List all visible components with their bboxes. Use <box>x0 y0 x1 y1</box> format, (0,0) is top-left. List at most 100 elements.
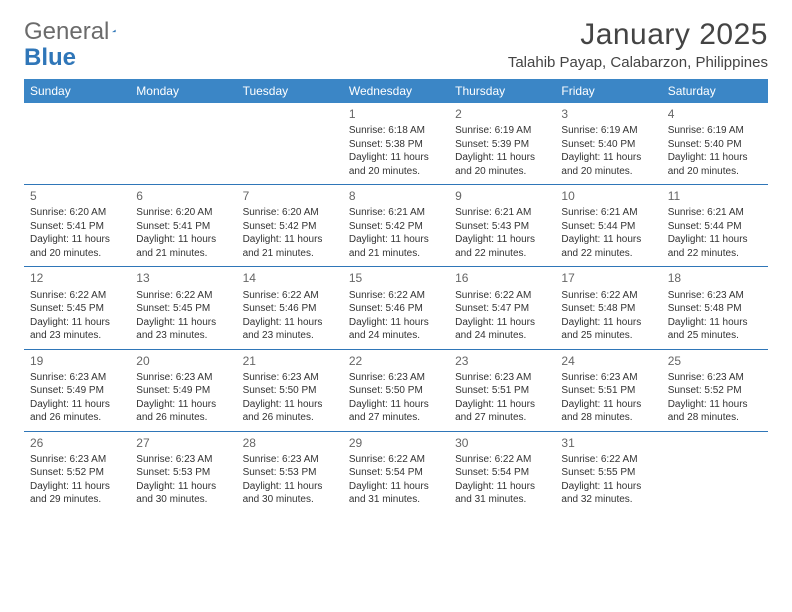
sunset-line: Sunset: 5:50 PM <box>243 384 337 398</box>
sunrise-line: Sunrise: 6:23 AM <box>30 371 124 385</box>
brand-logo: General <box>24 18 134 46</box>
calendar-row: 5Sunrise: 6:20 AMSunset: 5:41 PMDaylight… <box>24 185 768 267</box>
daylight-line: Daylight: 11 hours and 29 minutes. <box>30 480 124 507</box>
daylight-line: Daylight: 11 hours and 25 minutes. <box>561 316 655 343</box>
day-number: 28 <box>243 435 337 451</box>
calendar-cell: 24Sunrise: 6:23 AMSunset: 5:51 PMDayligh… <box>555 349 661 431</box>
day-number: 25 <box>668 353 762 369</box>
calendar-cell-empty <box>130 103 236 185</box>
daylight-line: Daylight: 11 hours and 30 minutes. <box>243 480 337 507</box>
day-number: 17 <box>561 270 655 286</box>
calendar-cell: 19Sunrise: 6:23 AMSunset: 5:49 PMDayligh… <box>24 349 130 431</box>
sunset-line: Sunset: 5:50 PM <box>349 384 443 398</box>
sunset-line: Sunset: 5:54 PM <box>349 466 443 480</box>
sunset-line: Sunset: 5:40 PM <box>561 138 655 152</box>
sunrise-line: Sunrise: 6:19 AM <box>455 124 549 138</box>
calendar-cell: 13Sunrise: 6:22 AMSunset: 5:45 PMDayligh… <box>130 267 236 349</box>
sunset-line: Sunset: 5:45 PM <box>136 302 230 316</box>
day-number: 18 <box>668 270 762 286</box>
sunrise-line: Sunrise: 6:23 AM <box>136 453 230 467</box>
calendar-cell: 27Sunrise: 6:23 AMSunset: 5:53 PMDayligh… <box>130 431 236 513</box>
daylight-line: Daylight: 11 hours and 28 minutes. <box>561 398 655 425</box>
day-number: 8 <box>349 188 443 204</box>
calendar-body: 1Sunrise: 6:18 AMSunset: 5:38 PMDaylight… <box>24 103 768 513</box>
sunset-line: Sunset: 5:46 PM <box>243 302 337 316</box>
day-number: 5 <box>30 188 124 204</box>
calendar-cell: 31Sunrise: 6:22 AMSunset: 5:55 PMDayligh… <box>555 431 661 513</box>
day-number: 22 <box>349 353 443 369</box>
sunset-line: Sunset: 5:41 PM <box>30 220 124 234</box>
calendar-cell: 28Sunrise: 6:23 AMSunset: 5:53 PMDayligh… <box>237 431 343 513</box>
day-header: Tuesday <box>237 79 343 103</box>
day-number: 13 <box>136 270 230 286</box>
day-number: 19 <box>30 353 124 369</box>
sunset-line: Sunset: 5:41 PM <box>136 220 230 234</box>
brand-part1: General <box>24 18 109 46</box>
sunrise-line: Sunrise: 6:19 AM <box>561 124 655 138</box>
daylight-line: Daylight: 11 hours and 24 minutes. <box>349 316 443 343</box>
sunrise-line: Sunrise: 6:23 AM <box>243 453 337 467</box>
sunrise-line: Sunrise: 6:22 AM <box>349 453 443 467</box>
sunrise-line: Sunrise: 6:22 AM <box>455 453 549 467</box>
daylight-line: Daylight: 11 hours and 26 minutes. <box>30 398 124 425</box>
daylight-line: Daylight: 11 hours and 21 minutes. <box>243 233 337 260</box>
sunrise-line: Sunrise: 6:22 AM <box>561 453 655 467</box>
sunrise-line: Sunrise: 6:20 AM <box>30 206 124 220</box>
daylight-line: Daylight: 11 hours and 31 minutes. <box>349 480 443 507</box>
sunset-line: Sunset: 5:53 PM <box>136 466 230 480</box>
calendar-cell: 5Sunrise: 6:20 AMSunset: 5:41 PMDaylight… <box>24 185 130 267</box>
daylight-line: Daylight: 11 hours and 22 minutes. <box>455 233 549 260</box>
sunset-line: Sunset: 5:48 PM <box>561 302 655 316</box>
daylight-line: Daylight: 11 hours and 23 minutes. <box>243 316 337 343</box>
title-block: January 2025 Talahib Payap, Calabarzon, … <box>508 18 768 71</box>
location: Talahib Payap, Calabarzon, Philippines <box>508 54 768 71</box>
calendar-cell: 2Sunrise: 6:19 AMSunset: 5:39 PMDaylight… <box>449 103 555 185</box>
daylight-line: Daylight: 11 hours and 26 minutes. <box>243 398 337 425</box>
sunset-line: Sunset: 5:43 PM <box>455 220 549 234</box>
sunrise-line: Sunrise: 6:21 AM <box>455 206 549 220</box>
day-number: 29 <box>349 435 443 451</box>
day-header: Wednesday <box>343 79 449 103</box>
day-number: 21 <box>243 353 337 369</box>
calendar-cell: 17Sunrise: 6:22 AMSunset: 5:48 PMDayligh… <box>555 267 661 349</box>
calendar-cell: 12Sunrise: 6:22 AMSunset: 5:45 PMDayligh… <box>24 267 130 349</box>
sunrise-line: Sunrise: 6:21 AM <box>668 206 762 220</box>
calendar-cell: 7Sunrise: 6:20 AMSunset: 5:42 PMDaylight… <box>237 185 343 267</box>
calendar-cell: 3Sunrise: 6:19 AMSunset: 5:40 PMDaylight… <box>555 103 661 185</box>
sunrise-line: Sunrise: 6:23 AM <box>455 371 549 385</box>
day-number: 24 <box>561 353 655 369</box>
day-number: 6 <box>136 188 230 204</box>
calendar-cell: 11Sunrise: 6:21 AMSunset: 5:44 PMDayligh… <box>662 185 768 267</box>
day-header: Sunday <box>24 79 130 103</box>
calendar-cell: 29 Sunrise: 6:22 AMSunset: 5:54 PMDayligh… <box>343 431 449 513</box>
month-title: January 2025 <box>508 18 768 52</box>
sunrise-line: Sunrise: 6:21 AM <box>349 206 443 220</box>
day-number: 20 <box>136 353 230 369</box>
daylight-line: Daylight: 11 hours and 20 minutes. <box>455 151 549 178</box>
sunset-line: Sunset: 5:46 PM <box>349 302 443 316</box>
calendar-cell-empty <box>237 103 343 185</box>
sunrise-line: Sunrise: 6:23 AM <box>668 371 762 385</box>
calendar-cell: 20Sunrise: 6:23 AMSunset: 5:49 PMDayligh… <box>130 349 236 431</box>
daylight-line: Daylight: 11 hours and 23 minutes. <box>136 316 230 343</box>
calendar-cell: 30Sunrise: 6:22 AMSunset: 5:54 PMDayligh… <box>449 431 555 513</box>
day-number: 31 <box>561 435 655 451</box>
sunset-line: Sunset: 5:39 PM <box>455 138 549 152</box>
daylight-line: Daylight: 11 hours and 26 minutes. <box>136 398 230 425</box>
day-number: 9 <box>455 188 549 204</box>
sunset-line: Sunset: 5:45 PM <box>30 302 124 316</box>
daylight-line: Daylight: 11 hours and 23 minutes. <box>30 316 124 343</box>
day-number: 12 <box>30 270 124 286</box>
calendar-cell: 6Sunrise: 6:20 AMSunset: 5:41 PMDaylight… <box>130 185 236 267</box>
header: General January 2025 Talahib Payap, Cala… <box>24 18 768 71</box>
sunset-line: Sunset: 5:54 PM <box>455 466 549 480</box>
sunrise-line: Sunrise: 6:18 AM <box>349 124 443 138</box>
day-number: 30 <box>455 435 549 451</box>
sunset-line: Sunset: 5:51 PM <box>455 384 549 398</box>
sunset-line: Sunset: 5:40 PM <box>668 138 762 152</box>
sunset-line: Sunset: 5:44 PM <box>668 220 762 234</box>
sunrise-line: Sunrise: 6:22 AM <box>349 289 443 303</box>
sunrise-line: Sunrise: 6:19 AM <box>668 124 762 138</box>
calendar-head: SundayMondayTuesdayWednesdayThursdayFrid… <box>24 79 768 103</box>
calendar-cell: 8Sunrise: 6:21 AMSunset: 5:42 PMDaylight… <box>343 185 449 267</box>
